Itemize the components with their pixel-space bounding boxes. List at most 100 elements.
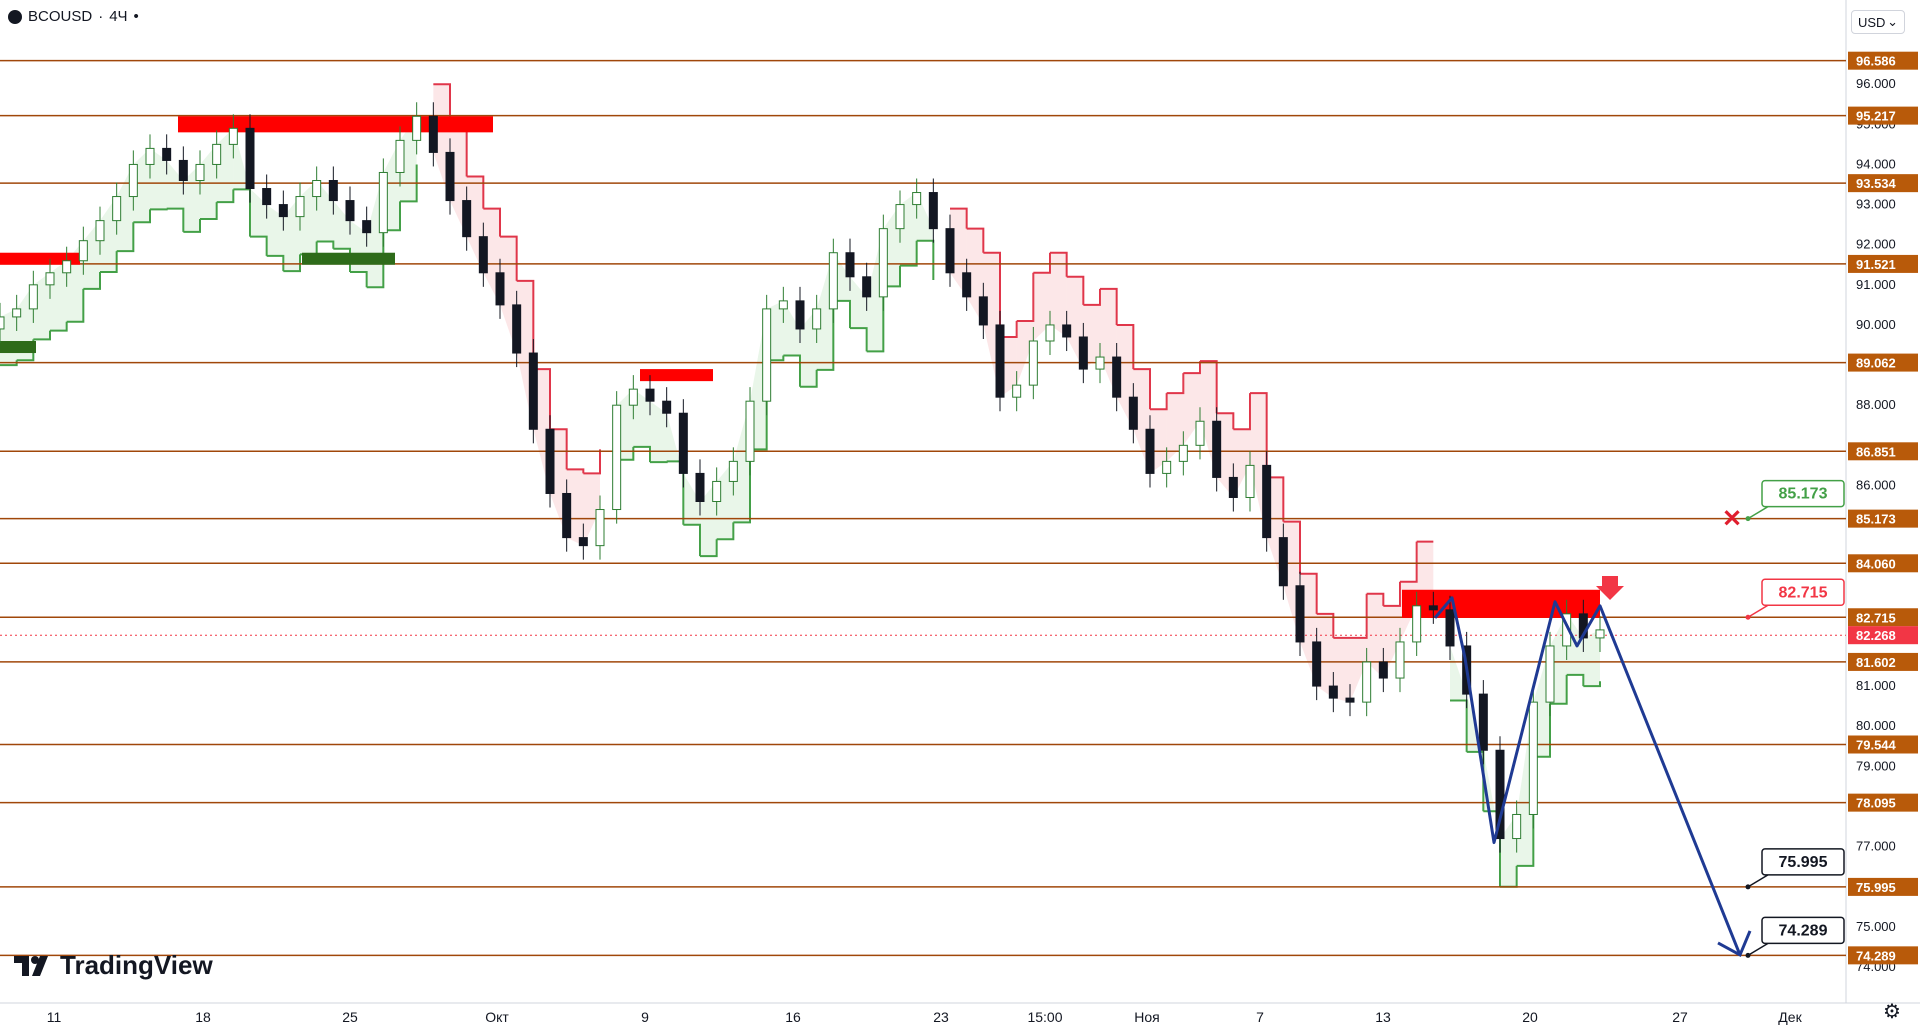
candle-body xyxy=(1478,693,1488,751)
candle-body xyxy=(1178,444,1188,462)
current-price-label-bg xyxy=(1848,626,1918,645)
target-callout-label: 74.289 xyxy=(1779,922,1828,939)
supertrend-fill xyxy=(1583,629,1600,687)
symbol-status-dot: • xyxy=(133,8,139,25)
level-label-bg xyxy=(1848,254,1918,273)
candle-body xyxy=(695,472,705,503)
settings-gear-icon[interactable]: ⚙ xyxy=(1883,1001,1901,1023)
supertrend-line xyxy=(800,369,818,388)
time-axis-label: Окт xyxy=(485,1009,509,1025)
candle-body xyxy=(778,300,788,310)
supertrend-line xyxy=(150,208,168,211)
supertrend-line xyxy=(1050,251,1068,277)
candle-body xyxy=(562,492,572,539)
price-axis-tick: 80.000 xyxy=(1856,718,1896,733)
level-label: 84.060 xyxy=(1856,556,1896,571)
candle-body xyxy=(395,139,405,173)
target-callout-box xyxy=(1761,916,1845,945)
supertrend-line xyxy=(1583,681,1601,688)
currency-selector[interactable]: USD ⌄ xyxy=(1851,10,1905,34)
supertrend-line xyxy=(833,299,851,329)
supertrend-line xyxy=(1033,252,1051,274)
symbol-status-icon xyxy=(8,9,22,24)
supertrend-line xyxy=(1250,392,1268,478)
level-label-bg xyxy=(1848,652,1918,671)
supertrend-line xyxy=(966,227,985,253)
candle-body xyxy=(628,388,638,406)
supertrend-line xyxy=(1283,520,1301,574)
candle-body xyxy=(1345,697,1355,703)
level-label: 81.602 xyxy=(1856,655,1896,670)
candle-body xyxy=(12,308,22,318)
price-axis-tick: 90.000 xyxy=(1856,317,1896,332)
supertrend-line xyxy=(1566,673,1585,687)
target-callout-label: 75.995 xyxy=(1779,854,1828,871)
supertrend-line xyxy=(1300,572,1318,614)
candle-body xyxy=(712,480,722,502)
sell-arrow-icon xyxy=(1596,576,1624,600)
candle-body xyxy=(1428,605,1438,611)
supertrend-line xyxy=(283,254,301,273)
supertrend-line xyxy=(1316,612,1335,638)
candle-body xyxy=(745,400,755,462)
supertrend-line xyxy=(233,188,251,237)
level-label: 86.851 xyxy=(1856,444,1896,459)
candle-body xyxy=(645,388,655,402)
supertrend-line xyxy=(1266,476,1285,522)
candle-body xyxy=(912,192,922,206)
candle-body xyxy=(1228,476,1238,498)
candle-body xyxy=(378,171,388,234)
supertrend-fill xyxy=(166,160,184,209)
supertrend-line xyxy=(1533,703,1551,758)
price-axis-tick: 94.000 xyxy=(1856,156,1896,171)
symbol-header[interactable]: BCOUSD · 4Ч • xyxy=(8,8,139,25)
supertrend-line xyxy=(1133,368,1151,410)
supertrend-line xyxy=(983,251,1001,337)
candle-body xyxy=(1445,609,1455,647)
level-label-bg xyxy=(1848,793,1918,812)
candle-body xyxy=(1112,356,1122,398)
target-callout-leader xyxy=(1747,505,1769,520)
candle-body xyxy=(1262,464,1272,539)
candle-body xyxy=(595,509,605,547)
supertrend-line xyxy=(716,522,735,541)
level-label-bg xyxy=(1848,509,1918,528)
time-axis-label: 27 xyxy=(1672,1009,1688,1025)
candle-body xyxy=(845,252,855,278)
candle-body xyxy=(1062,324,1072,338)
symbol-name: BCOUSD xyxy=(28,8,93,25)
target-callout-leader xyxy=(1747,942,1769,956)
target-callout-anchor xyxy=(1745,884,1751,890)
target-callout-box xyxy=(1761,848,1845,876)
candle-body xyxy=(478,236,488,274)
candle-body xyxy=(1395,641,1405,679)
candle-body xyxy=(1045,324,1055,342)
supertrend-line xyxy=(583,449,601,475)
candle-body xyxy=(878,228,888,298)
supertrend-line xyxy=(1216,412,1235,430)
time-axis-label: Ноя xyxy=(1134,1009,1159,1025)
supertrend-line xyxy=(1200,360,1218,414)
candle-body xyxy=(345,200,355,222)
candle-body xyxy=(795,300,805,330)
time-axis-label: 13 xyxy=(1375,1009,1391,1025)
candle-body xyxy=(1245,464,1255,498)
target-callout-anchor xyxy=(1745,516,1751,522)
candle-body xyxy=(862,276,872,298)
level-label-bg xyxy=(1848,353,1918,372)
projection-path xyxy=(1433,596,1742,956)
candle-body xyxy=(1295,585,1305,643)
tradingview-logo[interactable]: TradingView xyxy=(14,950,213,981)
supertrend-fill xyxy=(1033,272,1050,341)
supertrend-line xyxy=(66,288,85,323)
candle-body xyxy=(928,192,938,230)
target-callout-box xyxy=(1761,479,1845,508)
supertrend-line xyxy=(500,235,518,281)
price-axis-tick: 92.000 xyxy=(1856,237,1896,252)
candle-body xyxy=(528,352,538,430)
candle-body xyxy=(428,115,438,153)
supertrend-line xyxy=(200,202,218,221)
level-label-bg xyxy=(1848,735,1918,754)
supertrend-fill xyxy=(1016,320,1034,386)
